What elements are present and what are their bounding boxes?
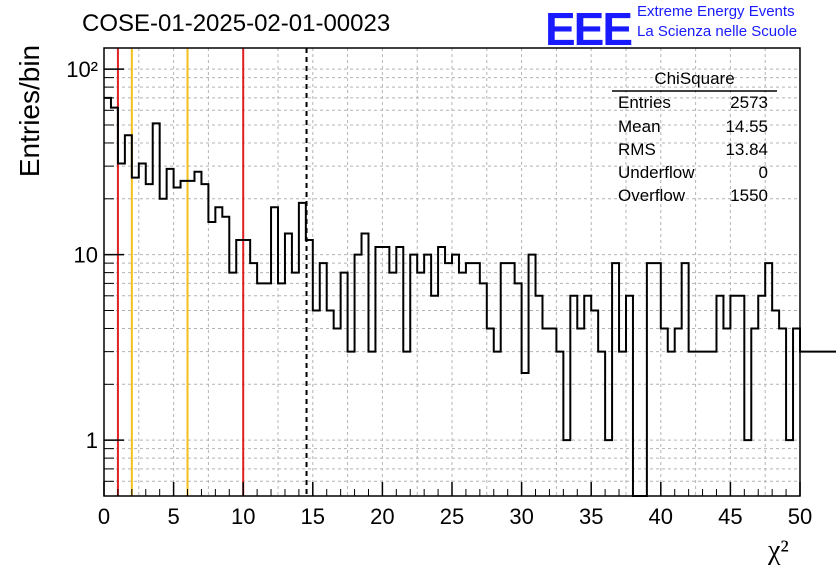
x-tick-label: 30 (509, 504, 533, 529)
stats-box-title: ChiSquare (654, 69, 735, 88)
x-tick-label: 40 (649, 504, 673, 529)
x-tick-label: 10 (231, 504, 255, 529)
y-tick-label: 10 (74, 243, 98, 268)
stats-value: 13.84 (725, 140, 768, 159)
stats-value: 2573 (730, 93, 768, 112)
stats-key: Entries (618, 93, 671, 112)
x-tick-label: 35 (579, 504, 603, 529)
histogram-series (104, 96, 836, 497)
y-tick-label: 1 (86, 428, 98, 453)
stats-key: Overflow (618, 186, 686, 205)
stats-value: 14.55 (725, 117, 768, 136)
x-axis-label: χ² (768, 535, 789, 566)
x-tick-label: 0 (98, 504, 110, 529)
chart-title: COSE-01-2025-02-01-00023 (82, 10, 391, 37)
stats-key: Mean (618, 117, 661, 136)
x-tick-label: 5 (167, 504, 179, 529)
logo-line-2: La Scienza nelle Scuole (637, 23, 798, 40)
stats-value: 0 (758, 163, 768, 182)
eee-logo: EEE (545, 3, 633, 55)
x-tick-label: 20 (370, 504, 394, 529)
y-axis-label: Entries/bin (14, 44, 45, 178)
y-tick-label: 10² (66, 57, 98, 82)
x-tick-label: 15 (301, 504, 325, 529)
x-tick-label: 45 (718, 504, 742, 529)
x-tick-label: 25 (440, 504, 464, 529)
stats-key: Underflow (618, 163, 695, 182)
stats-key: RMS (618, 140, 656, 159)
logo-line-1: Extreme Energy Events (637, 3, 795, 20)
x-tick-label: 50 (788, 504, 812, 529)
stats-value: 1550 (730, 186, 768, 205)
